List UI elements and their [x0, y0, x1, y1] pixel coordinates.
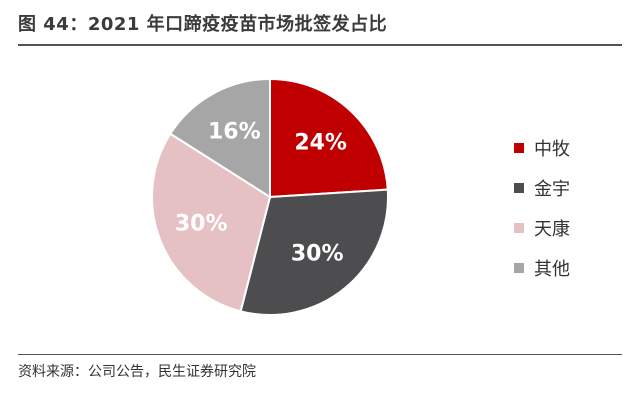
pie-slice-label-2: 30% — [291, 242, 344, 267]
legend-label-2: 金宇 — [534, 179, 570, 200]
legend-item-2: 金宇 — [514, 168, 570, 208]
source-note: 资料来源：公司公告，民生证券研究院 — [18, 364, 256, 380]
pie-slice-4 — [168, 77, 271, 199]
legend: 中牧 金宇 天康 其他 — [514, 128, 570, 288]
pie-slice-1 — [269, 77, 389, 199]
legend-item-4: 其他 — [514, 248, 570, 288]
legend-label-1: 中牧 — [534, 139, 570, 160]
legend-label-3: 天康 — [534, 219, 570, 240]
pie-slice-2 — [239, 188, 389, 316]
pie-slice-labels: 24% 30% 30% 16% — [175, 120, 347, 267]
legend-item-1: 中牧 — [514, 128, 570, 168]
legend-swatch-2 — [514, 183, 524, 193]
legend-swatch-3 — [514, 223, 524, 233]
legend-swatch-4 — [514, 263, 524, 273]
pie-slice-3 — [151, 132, 272, 313]
pie-slices — [151, 77, 389, 316]
figure-title: 图 44：2021 年口蹄疫疫苗市场批签发占比 — [18, 14, 388, 35]
pie-slice-label-1: 24% — [294, 131, 347, 156]
legend-item-3: 天康 — [514, 208, 570, 248]
legend-label-4: 其他 — [534, 259, 570, 280]
pie-slice-label-3: 30% — [175, 212, 228, 237]
legend-swatch-1 — [514, 143, 524, 153]
title-underline — [18, 44, 622, 46]
source-divider — [18, 354, 622, 355]
pie-slice-label-4: 16% — [208, 120, 261, 145]
